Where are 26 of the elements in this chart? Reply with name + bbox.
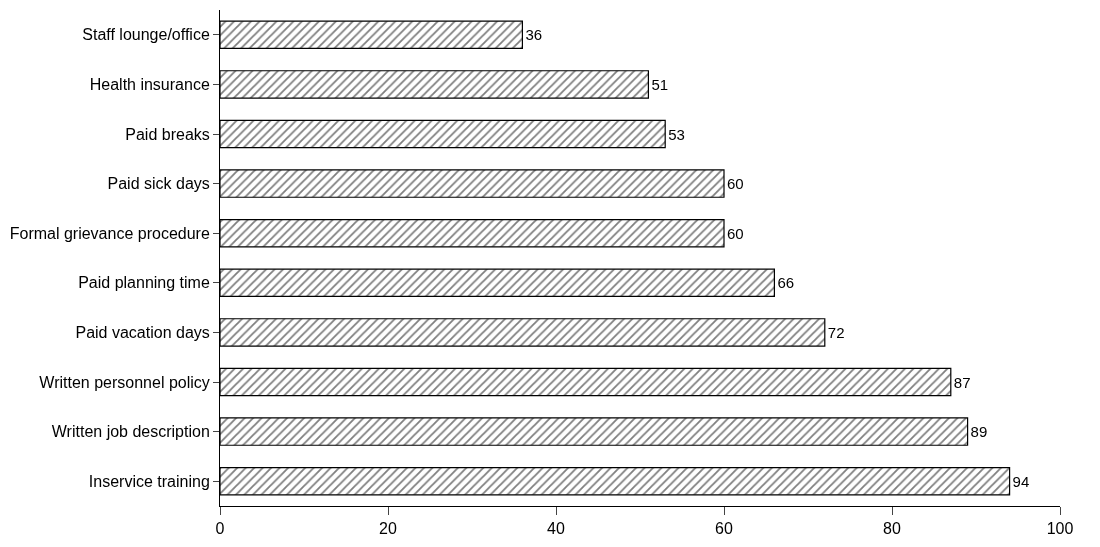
data-label: 53 [668, 125, 685, 143]
x-tick-label: 40 [547, 520, 565, 538]
y-tick-label: Paid breaks [125, 125, 210, 143]
data-label: 66 [777, 274, 795, 292]
y-tick-label: Inservice training [88, 472, 210, 490]
y-tick-label: Paid sick days [107, 175, 210, 193]
y-tick-label: Written personnel policy [39, 373, 210, 391]
y-tick-label: Health insurance [89, 76, 210, 93]
data-label: 36 [525, 26, 543, 44]
data-label: 87 [953, 373, 971, 391]
y-tick-label: Staff lounge/office [82, 26, 210, 44]
data-label: 60 [727, 224, 744, 242]
y-tick-label: Paid planning time [78, 274, 210, 292]
data-label: 60 [727, 175, 744, 193]
data-label: 72 [827, 323, 845, 341]
x-tick-label: 60 [715, 520, 733, 538]
data-label: 51 [651, 75, 669, 93]
y-tick-label: Paid vacation days [75, 324, 210, 341]
x-tick-label: 100 [1046, 520, 1074, 538]
x-tick-label: 20 [379, 520, 397, 538]
y-tick-label: Written job description [51, 423, 210, 441]
data-label: 94 [1012, 472, 1030, 490]
x-tick-label: 0 [215, 520, 225, 538]
x-tick-label: 80 [883, 520, 901, 538]
data-label: 89 [970, 423, 988, 441]
y-tick-label: Formal grievance procedure [9, 224, 210, 242]
